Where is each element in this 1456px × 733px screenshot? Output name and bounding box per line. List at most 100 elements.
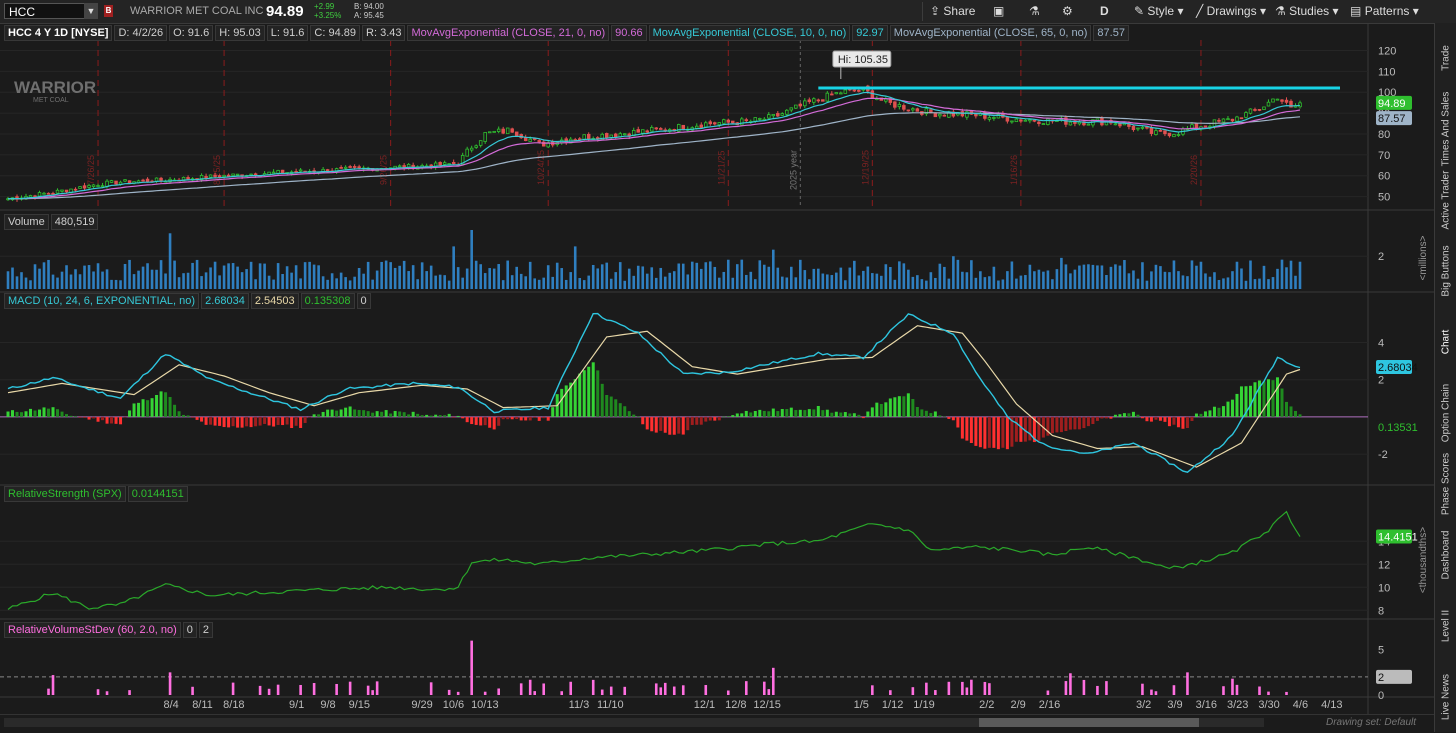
- ema21-value: 90.66: [611, 25, 647, 41]
- studies-label: Studies: [1289, 4, 1330, 18]
- volume-bar: [119, 280, 122, 289]
- macd-histogram-bar: [438, 415, 442, 417]
- volume-bar: [218, 275, 221, 289]
- macd-histogram-bar: [380, 411, 384, 417]
- legend-date: D: 4/2/26: [114, 25, 168, 41]
- sidebar-tab-phase-scores[interactable]: Phase Scores: [1435, 448, 1456, 519]
- ema10-label[interactable]: MovAvgExponential (CLOSE, 10, 0, no): [648, 25, 851, 41]
- rs-title[interactable]: RelativeStrength (SPX): [4, 486, 126, 502]
- macd-histogram-bar: [789, 407, 793, 417]
- macd-histogram-bar: [240, 416, 244, 428]
- sidebar-tab-option-chain[interactable]: Option Chain: [1435, 378, 1456, 449]
- volume-bar: [654, 277, 658, 289]
- sidebar-tab-level-ii[interactable]: Level II: [1435, 590, 1456, 661]
- volume-bar: [141, 266, 145, 289]
- macd-histogram-bar: [879, 403, 883, 417]
- volume-bar: [29, 280, 32, 289]
- macd-histogram-bar: [425, 414, 429, 417]
- macd-histogram-bar: [1190, 416, 1194, 421]
- period-button[interactable]: D: [1100, 4, 1109, 18]
- candle-body: [726, 119, 731, 123]
- macd-pane[interactable]: [0, 312, 1368, 473]
- style-button[interactable]: ✎ Style ▾: [1134, 4, 1183, 18]
- macd-histogram-bar: [677, 416, 681, 434]
- macd-histogram-bar: [227, 416, 231, 428]
- alert-flag-icon[interactable]: B: [104, 5, 113, 17]
- price-pane[interactable]: Hi: 105.35: [6, 50, 1340, 202]
- settings-button[interactable]: ⚙: [1062, 4, 1073, 18]
- ema65-label[interactable]: MovAvgExponential (CLOSE, 65, 0, no): [889, 25, 1092, 41]
- sidebar-tab-trade[interactable]: Trade: [1435, 23, 1456, 94]
- volume-bar: [862, 270, 865, 289]
- x-axis-date-label: 11/10: [597, 699, 624, 711]
- macd-histogram-bar: [1019, 416, 1023, 442]
- macd-histogram-bar: [119, 416, 123, 425]
- share-button[interactable]: ⇪ Share: [930, 4, 975, 18]
- macd-histogram-bar: [294, 416, 298, 426]
- volume-title[interactable]: Volume: [4, 214, 49, 230]
- sidebar-tab-dashboard[interactable]: Dashboard: [1435, 519, 1456, 590]
- studies-button[interactable]: ⚗ Studies ▾: [1275, 4, 1339, 18]
- relative-volume-pane[interactable]: [0, 640, 1368, 695]
- sidebar-tab-big-buttons[interactable]: Big Buttons: [1435, 236, 1456, 307]
- bid-value: B: 94.00: [354, 2, 384, 11]
- macd-histogram-bar: [533, 416, 537, 418]
- relvol-bar: [600, 689, 604, 695]
- scrollbar-thumb[interactable]: [979, 718, 1199, 727]
- relvol-bar: [105, 691, 109, 695]
- relvol-title[interactable]: RelativeVolumeStDev (60, 2.0, no): [4, 622, 181, 638]
- macd-histogram-bar: [69, 415, 73, 417]
- sidebar-tab-active-trader[interactable]: Active Trader: [1435, 165, 1456, 236]
- ema21-label[interactable]: MovAvgExponential (CLOSE, 21, 0, no): [407, 25, 610, 41]
- macd-histogram-bar: [56, 409, 60, 417]
- macd-histogram-bar: [272, 416, 276, 427]
- volume-bar: [60, 271, 64, 289]
- volume-tick-label: 2: [1378, 251, 1384, 263]
- volume-bar: [510, 275, 514, 289]
- volume-bar: [988, 276, 991, 289]
- macd-title[interactable]: MACD (10, 24, 6, EXPONENTIAL, no): [4, 293, 200, 309]
- x-axis-date-label: 11/3: [569, 699, 590, 711]
- sidebar-tab-chart[interactable]: Chart: [1435, 307, 1456, 378]
- sidebar-tab-label: Trade: [1440, 45, 1452, 72]
- patterns-button[interactable]: ▤ Patterns ▾: [1350, 4, 1419, 18]
- flask-button[interactable]: ⚗: [1029, 4, 1040, 18]
- relative-strength-pane[interactable]: [7, 510, 1301, 610]
- toolbar-divider: [922, 2, 923, 21]
- candle-body: [906, 109, 911, 112]
- candle-body: [541, 141, 546, 147]
- macd-histogram-bar: [848, 413, 852, 417]
- volume-bar: [11, 267, 14, 289]
- symbol-input[interactable]: HCC: [4, 3, 98, 19]
- volume-bar: [1294, 275, 1297, 289]
- macd-histogram-bar: [654, 416, 658, 433]
- drawings-button[interactable]: ╱ Drawings ▾: [1196, 4, 1266, 18]
- candle-body: [474, 145, 478, 148]
- ema65-value: 87.57: [1093, 25, 1129, 41]
- symbol-dropdown-icon[interactable]: ▼: [84, 3, 98, 19]
- macd-histogram-bar: [1082, 416, 1086, 429]
- volume-bar: [1172, 260, 1176, 289]
- macd-histogram-bar: [330, 409, 334, 417]
- value-labels: 94.89 87.57 2.68034 0.13531 14.4151 2: [1376, 95, 1418, 684]
- volume-bar: [186, 272, 190, 289]
- candle-body: [1239, 117, 1244, 120]
- volume-pane[interactable]: [6, 230, 1302, 289]
- sidebar-tab-times-and-sales[interactable]: Times And Sales: [1435, 92, 1456, 167]
- macd-histogram-bar: [987, 416, 991, 448]
- macd-histogram-bar: [753, 410, 757, 417]
- volume-bar: [15, 276, 19, 289]
- candle-body: [510, 128, 514, 133]
- relvol-bar: [519, 683, 523, 695]
- volume-bar: [1069, 273, 1072, 289]
- candle-body: [798, 103, 803, 107]
- relvol-bar: [191, 686, 194, 695]
- sidebar-tab-live-news[interactable]: Live News: [1435, 661, 1456, 732]
- relvol-bar: [1186, 672, 1189, 695]
- horizontal-scrollbar[interactable]: [4, 718, 1264, 727]
- grid-layout-button[interactable]: ▣: [993, 4, 1004, 18]
- volume-bar: [447, 280, 451, 289]
- relvol-bar: [348, 681, 352, 695]
- macd-signal-line: [7, 325, 1301, 468]
